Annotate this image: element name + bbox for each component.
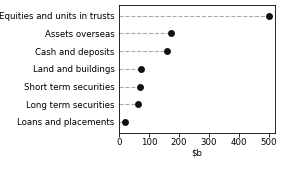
X-axis label: $b: $b [191,149,202,158]
